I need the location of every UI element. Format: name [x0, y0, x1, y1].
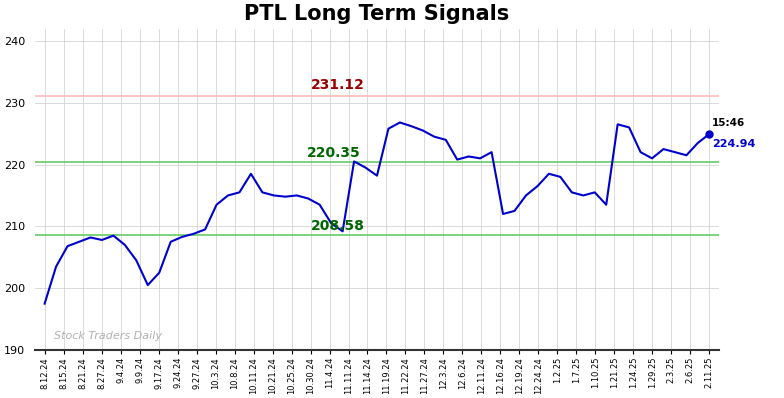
- Text: 208.58: 208.58: [310, 219, 365, 233]
- Text: 15:46: 15:46: [712, 118, 746, 128]
- Text: Stock Traders Daily: Stock Traders Daily: [54, 331, 162, 341]
- Text: 231.12: 231.12: [310, 78, 365, 92]
- Text: 220.35: 220.35: [307, 146, 361, 160]
- Text: 224.94: 224.94: [712, 139, 756, 149]
- Title: PTL Long Term Signals: PTL Long Term Signals: [245, 4, 510, 24]
